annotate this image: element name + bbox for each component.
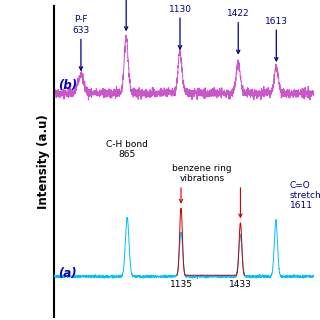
Text: 1135: 1135 xyxy=(170,280,193,289)
Text: P-F
633: P-F 633 xyxy=(72,15,90,35)
Text: 1613: 1613 xyxy=(265,17,288,26)
Text: 1422: 1422 xyxy=(227,9,250,18)
Text: C-H bond
865: C-H bond 865 xyxy=(106,140,148,159)
Text: C=O
stretching
1611: C=O stretching 1611 xyxy=(290,181,320,211)
Text: (b): (b) xyxy=(58,79,77,92)
Text: (a): (a) xyxy=(58,268,77,280)
Text: 1433: 1433 xyxy=(229,280,252,289)
Text: benzene ring
vibrations: benzene ring vibrations xyxy=(172,164,232,183)
Text: 1130: 1130 xyxy=(169,4,191,14)
Y-axis label: Intensity (a.u): Intensity (a.u) xyxy=(37,114,50,209)
